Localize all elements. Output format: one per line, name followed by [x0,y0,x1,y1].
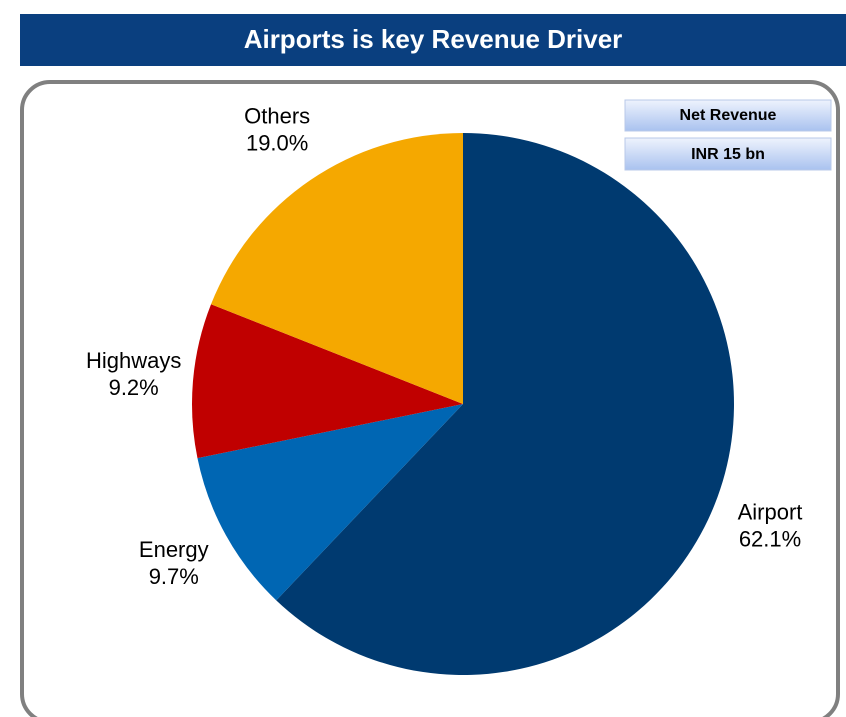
pie-slice [191,304,463,459]
value-label: 19.0% [246,130,308,155]
slice-label: Energy [139,537,209,562]
slice-label: Airport [738,499,803,524]
chart-title: Airports is key Revenue Driver [244,24,623,54]
pie-slice [197,404,463,601]
value-label: 9.2% [109,375,159,400]
annotation: Net Revenue [680,107,777,124]
pie-slice [211,133,463,404]
slice-label: Highways [86,348,181,373]
value-label: 9.7% [149,564,199,589]
annotation: INR 15 bn [691,146,765,163]
slice-label: Others [244,103,310,128]
value-label: 62.1% [739,526,801,551]
pie-slice [276,133,734,675]
title-bar [20,14,846,66]
annotation-box [624,99,832,132]
annotation-box [624,137,832,171]
